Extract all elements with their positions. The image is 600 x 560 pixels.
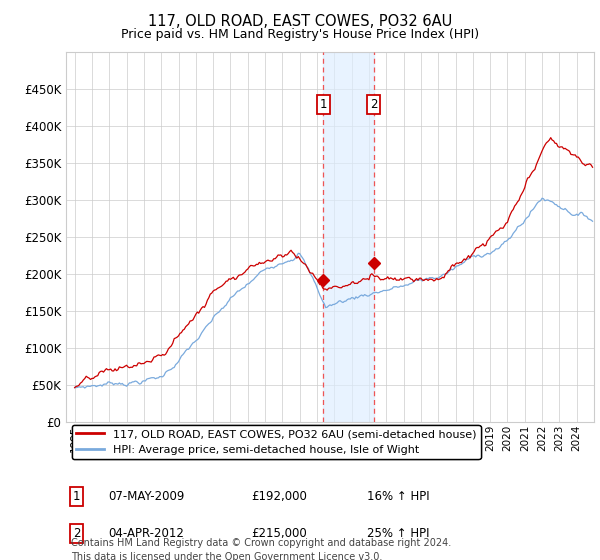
Text: Contains HM Land Registry data © Crown copyright and database right 2024.: Contains HM Land Registry data © Crown c… (71, 539, 452, 548)
Text: This data is licensed under the Open Government Licence v3.0.: This data is licensed under the Open Gov… (71, 552, 383, 560)
Legend: 117, OLD ROAD, EAST COWES, PO32 6AU (semi-detached house), HPI: Average price, s: 117, OLD ROAD, EAST COWES, PO32 6AU (sem… (71, 425, 481, 459)
Text: 1: 1 (320, 97, 327, 110)
Text: £192,000: £192,000 (251, 490, 307, 503)
Text: Price paid vs. HM Land Registry's House Price Index (HPI): Price paid vs. HM Land Registry's House … (121, 28, 479, 41)
Text: 25% ↑ HPI: 25% ↑ HPI (367, 527, 430, 540)
Text: 16% ↑ HPI: 16% ↑ HPI (367, 490, 430, 503)
Text: 117, OLD ROAD, EAST COWES, PO32 6AU: 117, OLD ROAD, EAST COWES, PO32 6AU (148, 14, 452, 29)
Text: 07-MAY-2009: 07-MAY-2009 (108, 490, 185, 503)
Text: £215,000: £215,000 (251, 527, 307, 540)
Bar (323, 52, 374, 422)
Text: 2: 2 (370, 97, 377, 110)
Text: 2: 2 (73, 527, 80, 540)
Text: 1: 1 (73, 490, 80, 503)
Text: 04-APR-2012: 04-APR-2012 (108, 527, 184, 540)
